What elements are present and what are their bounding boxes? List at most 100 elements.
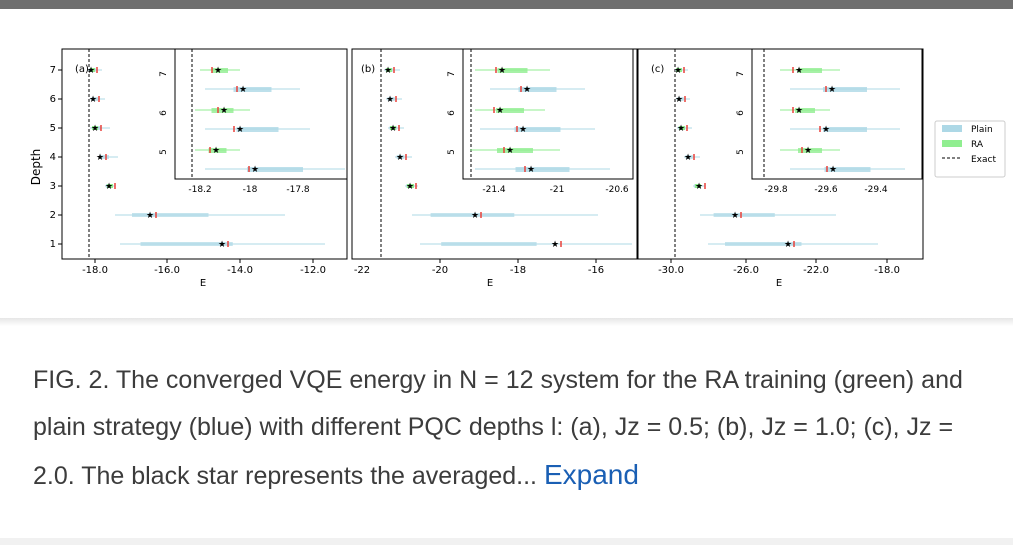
- plain-inset-box: [518, 87, 557, 92]
- ra-inset-box: [795, 108, 815, 113]
- ra-inset-box: [212, 68, 228, 73]
- x-tick-a-0: -18.0: [82, 265, 108, 276]
- plain-box: [396, 155, 405, 159]
- mean-star: ★: [218, 239, 226, 249]
- inset-b-y7: 7: [447, 71, 457, 77]
- ra-box: [676, 68, 682, 72]
- inset-mean-star: ★: [214, 65, 222, 75]
- ra-box: [679, 126, 685, 130]
- panel-a-tag: (a): [75, 64, 89, 75]
- inset-a-x1: -18: [243, 185, 258, 195]
- y-tick-4: 4: [50, 152, 56, 163]
- ra-inset-box: [798, 148, 822, 153]
- inset-c-y5: 5: [736, 149, 746, 155]
- inset-c-x0: -29.8: [764, 185, 788, 195]
- y-tick-6: 6: [50, 94, 56, 105]
- plain-box: [387, 97, 395, 101]
- ra-inset-box: [497, 68, 528, 73]
- x-axis-label-a: E: [200, 278, 206, 289]
- x-tick-a-2: -14.0: [227, 265, 253, 276]
- y-tick-3: 3: [50, 181, 56, 192]
- x-tick-b-3: -16: [588, 265, 604, 276]
- inset-a-x0: -18.2: [188, 185, 211, 195]
- inset-a-y7: 7: [159, 71, 169, 77]
- x-tick-c-2: -22.0: [803, 265, 829, 276]
- inset-mean-star: ★: [527, 164, 535, 174]
- plain-box: [140, 242, 233, 246]
- ra-inset-box: [497, 148, 533, 153]
- mean-star: ★: [551, 239, 559, 249]
- mean-star: ★: [96, 152, 104, 162]
- expand-link[interactable]: Expand: [543, 459, 639, 490]
- ra-box: [390, 126, 396, 130]
- inset-mean-star: ★: [829, 164, 837, 174]
- legend-ra-label: RA: [971, 140, 984, 150]
- inset-b-x1: -21: [550, 185, 565, 195]
- y-tick-2: 2: [50, 210, 56, 221]
- ra-box: [386, 68, 392, 72]
- ra-inset-box: [208, 148, 227, 153]
- inset-mean-star: ★: [236, 124, 244, 134]
- bottom-divider: [0, 538, 1013, 545]
- mean-star: ★: [396, 152, 404, 162]
- x-tick-c-0: -30.0: [658, 265, 684, 276]
- mean-star: ★: [675, 94, 683, 104]
- figure-plot: Depth (a) (b) (c) 7 6 5 4 3 2 1 -18.0 -1…: [29, 48, 1006, 289]
- inset-mean-star: ★: [212, 145, 220, 155]
- mean-star: ★: [677, 123, 685, 133]
- ra-box: [90, 68, 95, 72]
- plain-inset-box: [823, 127, 867, 132]
- plain-box: [725, 242, 802, 246]
- plain-box: [685, 155, 693, 159]
- inset-b-frame: [462, 48, 634, 180]
- mean-star: ★: [87, 65, 95, 75]
- ra-inset-box: [496, 108, 524, 113]
- plain-box: [430, 213, 515, 217]
- legend-ra-swatch: [942, 140, 962, 147]
- mean-star: ★: [105, 181, 113, 191]
- main-marks: ★ ★ ★ ★ ★ ★ ★ ★ ★ ★ ★ ★ ★ ★ ★ ★ ★ ★ ★ ★ ★: [87, 65, 878, 249]
- inset-mean-star: ★: [523, 84, 531, 94]
- x-ticks: -18.0 -16.0 -14.0 -12.0 -22 -20 -18 -16 …: [82, 259, 900, 276]
- mean-star: ★: [684, 152, 692, 162]
- plain-inset-box: [514, 127, 561, 132]
- mean-star: ★: [731, 210, 739, 220]
- inset-c-x2: -29.4: [864, 185, 888, 195]
- x-tick-a-1: -16.0: [154, 265, 180, 276]
- inset-b-y6: 6: [447, 110, 457, 116]
- inset-b-y5: 5: [447, 149, 457, 155]
- inset-c-y7: 7: [736, 71, 746, 77]
- ra-box: [695, 184, 701, 188]
- x-tick-a-3: -12.0: [300, 265, 326, 276]
- inset-mean-star: ★: [519, 124, 527, 134]
- inset-mean-star: ★: [795, 65, 803, 75]
- y-tick-5: 5: [50, 123, 56, 134]
- plain-box: [100, 155, 109, 159]
- figure-shadow: [0, 318, 1013, 326]
- inset-c-x1: -29.6: [814, 185, 838, 195]
- inset-mean-star: ★: [828, 84, 836, 94]
- x-axis-label-b: E: [487, 278, 493, 289]
- inset-b-x2: -20.6: [605, 185, 629, 195]
- mean-star: ★: [384, 65, 392, 75]
- inset-mean-star: ★: [251, 164, 259, 174]
- figure-image[interactable]: Depth (a) (b) (c) 7 6 5 4 3 2 1 -18.0 -1…: [0, 9, 1013, 321]
- inset-a-frame: [174, 48, 348, 180]
- inset-mean-star: ★: [506, 145, 514, 155]
- inset-mean-star: ★: [804, 145, 812, 155]
- caption-text: FIG. 2. The converged VQE energy in N = …: [33, 366, 963, 490]
- legend-exact-label: Exact: [971, 155, 996, 165]
- plain-box: [677, 97, 684, 101]
- x-tick-c-1: -26.0: [733, 265, 759, 276]
- inset-b-x0: -21.4: [482, 185, 506, 195]
- x-tick-b-1: -20: [432, 265, 448, 276]
- plain-inset-box: [233, 87, 272, 92]
- plain-inset-box: [824, 167, 871, 172]
- mean-star: ★: [91, 123, 99, 133]
- ra-box: [92, 126, 98, 130]
- mean-star: ★: [674, 65, 682, 75]
- inset-ticks: 7 6 5 7 6 5 7 6 5 -18.2 -18 -17.8 -21.4 …: [159, 71, 888, 195]
- x-tick-b-0: -22: [354, 265, 370, 276]
- x-tick-b-2: -18: [510, 265, 526, 276]
- mean-star: ★: [784, 239, 792, 249]
